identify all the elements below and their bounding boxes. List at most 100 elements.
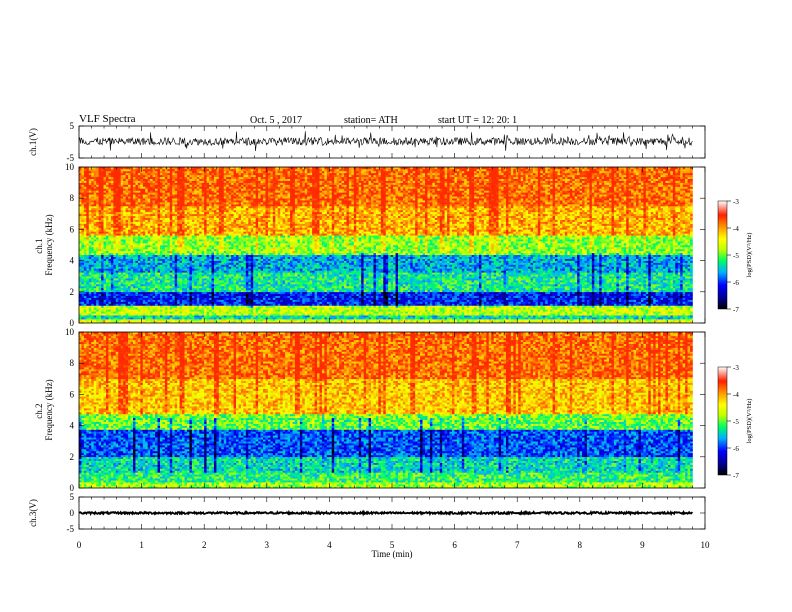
spectrogram-cell <box>201 315 205 318</box>
spectrogram-cell <box>186 182 190 185</box>
spectrogram-cell <box>164 209 168 213</box>
spectrogram-cell <box>157 319 161 322</box>
spectrogram-cell <box>182 168 185 172</box>
spectrogram-cell <box>184 252 188 256</box>
spectrogram-cell <box>213 264 217 267</box>
spectrogram-cell <box>159 194 163 197</box>
spectrogram-cell <box>194 215 198 218</box>
spectrogram-cell <box>91 274 95 277</box>
spectrogram-cell <box>196 227 200 230</box>
spectrogram-cell <box>118 198 122 201</box>
spectrogram-cell <box>93 246 97 250</box>
spectrogram-cell <box>135 202 139 205</box>
spectrogram-cell <box>174 287 178 291</box>
spectrogram-cell <box>110 311 114 314</box>
spectrogram-cell <box>137 174 141 178</box>
spectrogram-cell <box>115 254 119 257</box>
spectrogram-cell <box>120 180 124 183</box>
spectrogram-cell <box>140 231 144 234</box>
spectrogram-cell <box>209 270 212 273</box>
spectrogram-cell <box>174 313 178 316</box>
spectrogram-cell <box>196 233 200 236</box>
spectrogram-cell <box>145 280 149 283</box>
spectrogram-cell <box>137 170 141 174</box>
spectrogram-cell <box>164 172 168 176</box>
spectrogram-cell <box>199 235 202 238</box>
spectrogram-cell <box>137 178 141 181</box>
spectrogram-cell <box>167 260 171 263</box>
spectrogram-cell <box>103 313 107 316</box>
spectrogram-cell <box>108 252 112 256</box>
spectrogram-cell <box>157 246 161 250</box>
spectrogram-cell <box>189 178 193 181</box>
spectrogram-cell <box>128 317 131 320</box>
spectrogram-cell <box>221 307 225 310</box>
spectrogram-cell <box>96 245 99 248</box>
spectrogram-cell <box>132 227 136 230</box>
spectrogram-cell <box>226 272 229 275</box>
spectrogram-cell <box>145 167 149 170</box>
spectrogram-cell <box>204 252 207 256</box>
spectrogram-cell <box>194 311 198 314</box>
spectrogram-cell <box>132 295 136 298</box>
spectrogram-cell <box>115 221 119 224</box>
spectrogram-cell <box>199 295 202 298</box>
spectrogram-cell <box>130 167 134 170</box>
spectrogram-cell <box>118 200 122 203</box>
spectrogram-cell <box>147 309 151 312</box>
spectrogram-cell <box>211 258 215 261</box>
spectrogram-cell <box>167 319 171 322</box>
spectrogram-cell <box>86 225 90 228</box>
spectrogram-cell <box>93 202 97 205</box>
spectrogram-cell <box>167 245 171 248</box>
spectrogram-cell <box>113 276 117 279</box>
spectrogram-cell <box>96 215 99 218</box>
spectrogram-cell <box>184 213 188 217</box>
spectrogram-cell <box>167 246 171 250</box>
spectrogram-cell <box>196 168 200 172</box>
spectrogram-cell <box>182 311 185 314</box>
spectrogram-cell <box>191 248 195 252</box>
spectrogram-cell <box>130 293 134 296</box>
spectrogram-cell <box>174 278 178 281</box>
spectrogram-cell <box>152 241 156 244</box>
spectrogram-cell <box>140 202 144 205</box>
spectrogram-cell <box>196 229 200 232</box>
spectrogram-cell <box>118 194 122 197</box>
spectrogram-cell <box>186 258 190 261</box>
spectrogram-cell <box>206 202 210 205</box>
spectrogram-cell <box>182 248 185 252</box>
spectrogram-cell <box>213 227 217 230</box>
spectrogram-cell <box>86 202 90 205</box>
spectrogram-cell <box>177 313 180 316</box>
spectrogram-cell <box>132 303 136 306</box>
spectrogram-cell <box>135 291 139 295</box>
spectrogram-cell <box>103 272 107 275</box>
spectrogram-cell <box>128 168 131 172</box>
spectrogram-cell <box>118 256 122 259</box>
spectrogram-cell <box>125 229 129 232</box>
spectrogram-cell <box>179 217 183 220</box>
spectrogram-cell <box>96 250 99 254</box>
spectrogram-cell <box>110 260 114 263</box>
spectrogram-cell <box>93 174 97 178</box>
spectrogram-cell <box>150 289 153 293</box>
spectrogram-cell <box>147 317 151 320</box>
spectrogram-cell <box>91 202 95 205</box>
spectrogram-cell <box>132 194 136 197</box>
spectrogram-cell <box>172 287 175 291</box>
spectrogram-cell <box>135 170 139 174</box>
spectrogram-cell <box>79 276 82 279</box>
spectrogram-cell <box>103 301 107 304</box>
spectrogram-cell <box>130 276 134 279</box>
spectrogram-cell <box>140 207 144 211</box>
spectrogram-cell <box>167 289 171 293</box>
spectrogram-cell <box>140 252 144 256</box>
spectrogram-cell <box>191 284 195 287</box>
spectrogram-cell <box>213 245 217 248</box>
spectrogram-cell <box>209 278 212 281</box>
spectrogram-cell <box>118 282 122 285</box>
spectrogram-cell <box>152 258 156 261</box>
spectrogram-cell <box>93 170 97 174</box>
spectrogram-cell <box>137 243 141 246</box>
